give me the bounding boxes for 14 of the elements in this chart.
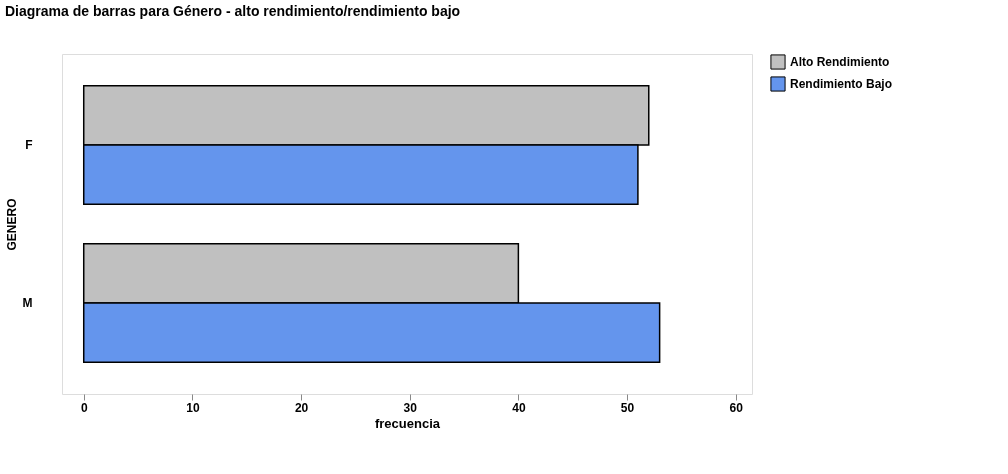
y-axis-title: GENERO [4, 198, 19, 251]
x-tick-label: 20 [294, 400, 309, 415]
x-tick-label: 30 [403, 400, 418, 415]
legend-label: Rendimiento Bajo [790, 77, 893, 91]
chart-title: Diagrama de barras para Género - alto rendimiento/rendimiento bajo [5, 3, 461, 19]
y-tick-label: M [22, 296, 33, 311]
x-axis-title: frecuencia [374, 415, 441, 431]
x-tick-label: 10 [186, 400, 200, 415]
legend-label: Alto Rendimiento [790, 55, 890, 69]
x-tick-label: 50 [620, 400, 635, 415]
x-tick-label: 60 [729, 400, 744, 415]
x-tick-label: 0 [80, 400, 88, 415]
y-tick-label: F [25, 137, 33, 152]
x-tick-label: 40 [512, 400, 526, 415]
